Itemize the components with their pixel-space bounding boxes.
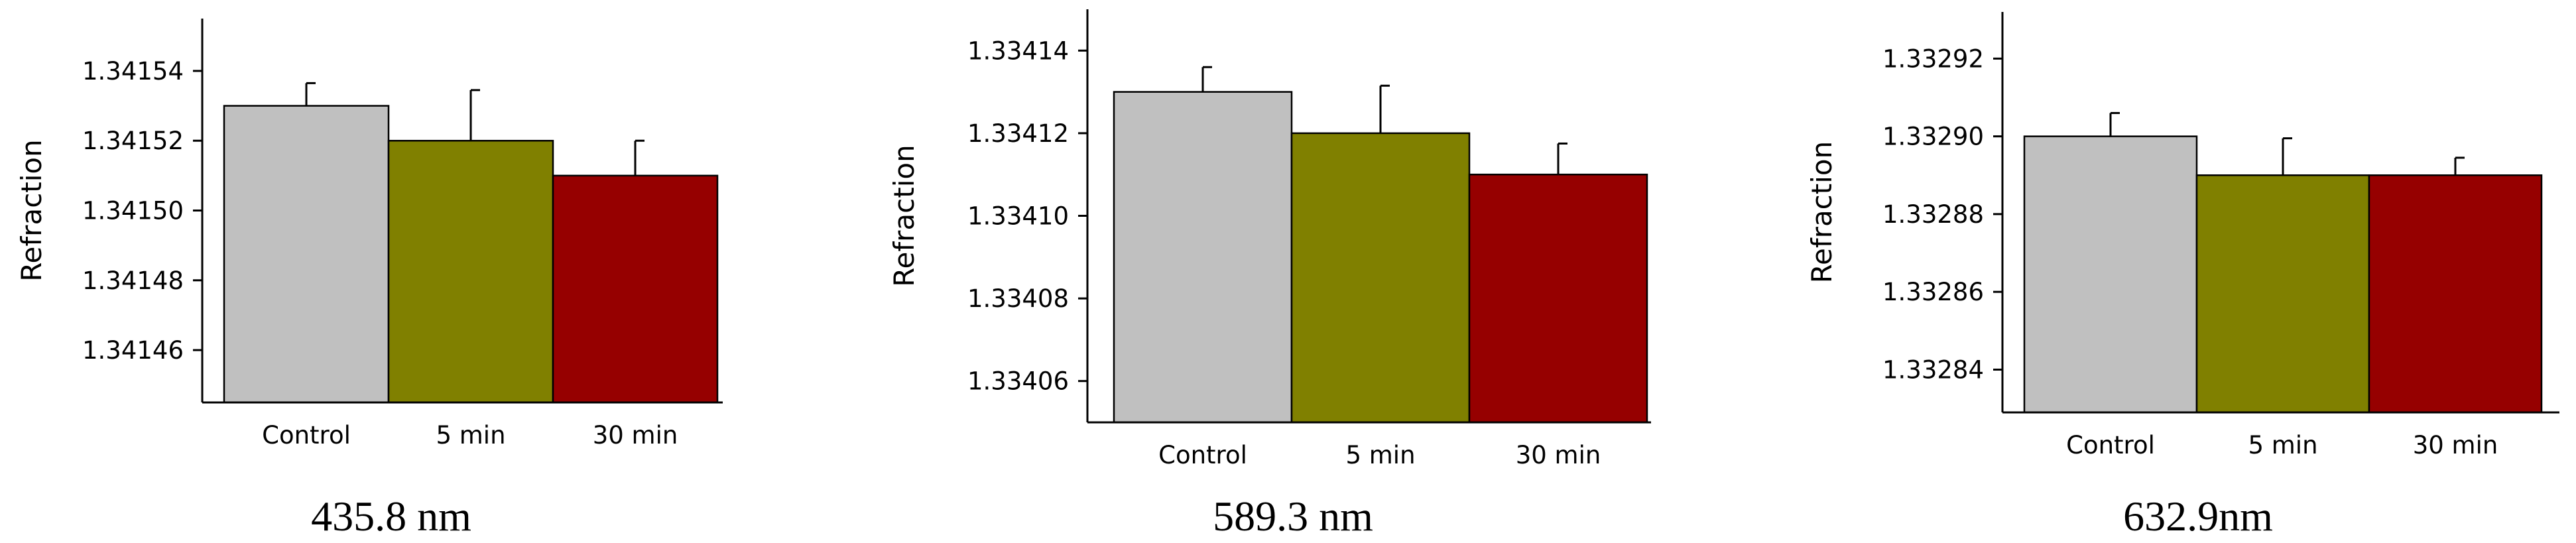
- bar-30-min: [1468, 173, 1648, 424]
- chart-caption: 632.9nm: [2123, 493, 2273, 540]
- bar-5-min: [387, 139, 554, 404]
- x-category-label: 30 min: [1516, 441, 1601, 469]
- y-tick-label: 1.33288: [1882, 200, 1984, 229]
- y-tick-label: 1.33286: [1882, 278, 1984, 306]
- y-tick-label: 1.34148: [82, 267, 184, 295]
- chart-caption: 589.3 nm: [1213, 493, 1373, 540]
- chart-caption: 435.8 nm: [311, 493, 471, 540]
- y-tick-label: 1.34152: [82, 127, 184, 155]
- x-category-label: 30 min: [2413, 431, 2498, 459]
- x-category-label: Control: [1158, 441, 1247, 469]
- y-tick-label: 1.34150: [82, 197, 184, 225]
- y-tick-label: 1.33410: [967, 202, 1069, 231]
- bar-5-min: [2195, 174, 2370, 414]
- bar-control: [223, 105, 390, 404]
- y-tick-label: 1.33406: [967, 367, 1069, 396]
- y-tick-label: 1.34154: [82, 57, 184, 86]
- y-tick-label: 1.33414: [967, 36, 1069, 65]
- y-tick-label: 1.33284: [1882, 355, 1984, 384]
- x-category-label: 5 min: [2248, 431, 2317, 459]
- bar-control: [2023, 135, 2198, 414]
- bar-control: [1113, 91, 1293, 424]
- bar-30-min: [552, 174, 719, 404]
- chart-435nm: 1.34146 1.34148 1.34150 1.34152 1.34154 Contr…: [15, 19, 723, 540]
- x-category-label: 30 min: [593, 421, 678, 450]
- y-tick-label: 1.34146: [82, 336, 184, 365]
- y-axis-title: Refraction: [15, 139, 48, 281]
- y-axis-title: Refraction: [888, 145, 920, 286]
- x-category-label: 5 min: [1345, 441, 1415, 469]
- y-tick-label: 1.33292: [1882, 44, 1984, 73]
- bar-30-min: [2368, 174, 2543, 414]
- y-tick-label: 1.33408: [967, 284, 1069, 313]
- y-tick-label: 1.33412: [967, 119, 1069, 148]
- x-category-label: Control: [262, 421, 351, 450]
- y-axis-title: Refraction: [1806, 141, 1838, 283]
- bar-5-min: [1290, 132, 1471, 424]
- chart-589nm: 1.33406 1.33408 1.33410 1.33412 1.33414 Contr…: [888, 9, 1651, 540]
- y-tick-label: 1.33290: [1882, 123, 1984, 151]
- x-category-label: 5 min: [436, 421, 505, 450]
- chart-632nm: 1.33284 1.33286 1.33288 1.33290 1.33292 Contr…: [1806, 12, 2559, 540]
- x-category-label: Control: [2066, 431, 2155, 459]
